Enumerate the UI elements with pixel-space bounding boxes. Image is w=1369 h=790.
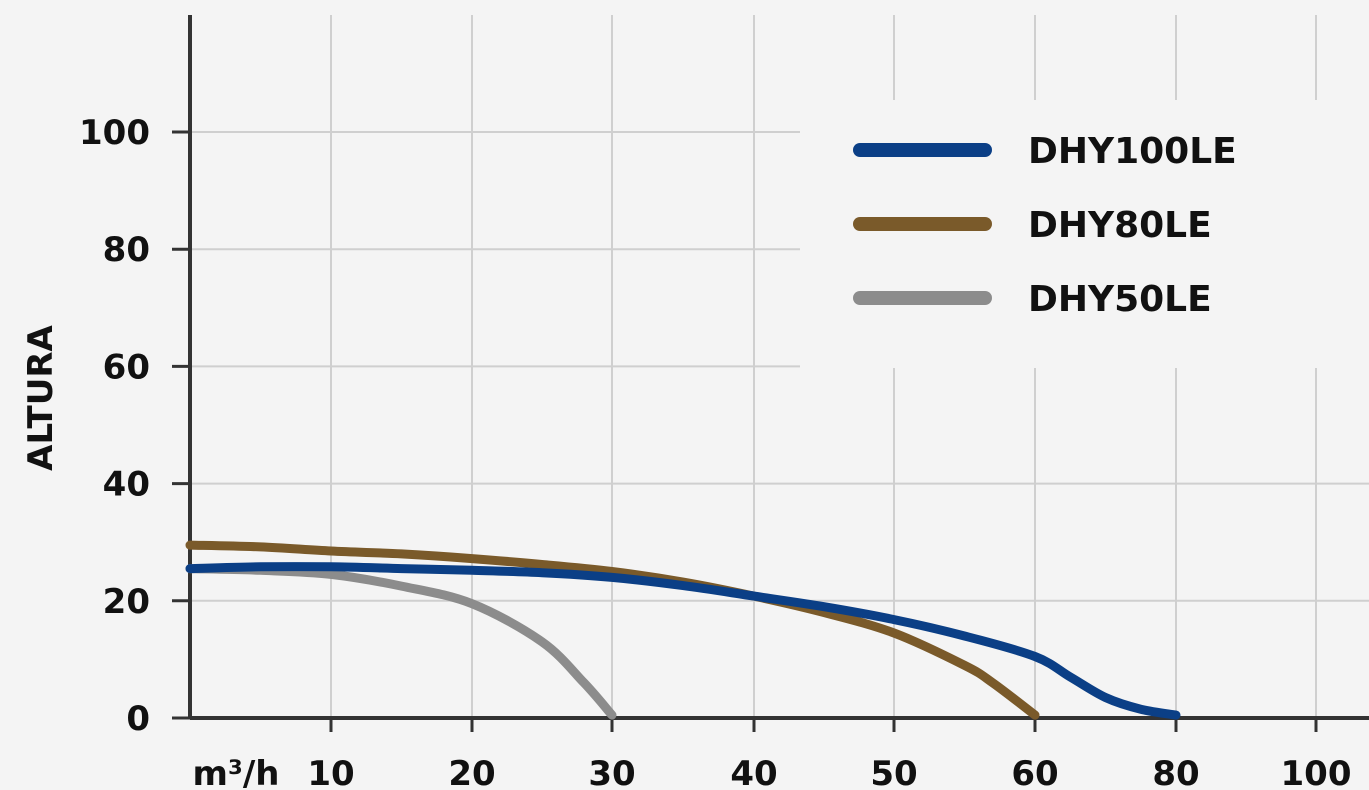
axes: 10 20 30 40 50 60 80 100 0 20 40 60 80 100 ALTURA m³/h bbox=[21, 15, 1369, 790]
y-tick-label: 60 bbox=[103, 347, 150, 387]
x-tick-label: 60 bbox=[1011, 754, 1058, 790]
series-lines bbox=[185, 540, 1181, 720]
x-tick-label: 80 bbox=[1152, 754, 1199, 790]
x-tick-label: 40 bbox=[730, 754, 777, 790]
x-tick-label: 100 bbox=[1281, 754, 1352, 790]
x-axis-unit-label: m³/h bbox=[193, 754, 280, 790]
x-tick-label: 20 bbox=[448, 754, 495, 790]
legend-label-dhy80le: DHY80LE bbox=[1028, 205, 1212, 246]
y-tick-label: 20 bbox=[103, 582, 150, 622]
x-tick-label: 10 bbox=[307, 754, 354, 790]
y-tick-label: 100 bbox=[79, 113, 150, 153]
x-tick-label: 30 bbox=[588, 754, 635, 790]
series-line-dhy80le bbox=[185, 540, 1040, 720]
legend-label-dhy100le: DHY100LE bbox=[1028, 131, 1237, 172]
series-line-dhy50le bbox=[185, 564, 617, 720]
legend-label-dhy50le: DHY50LE bbox=[1028, 279, 1212, 320]
x-tick-label: 50 bbox=[870, 754, 917, 790]
legend: DHY100LE DHY80LE DHY50LE bbox=[800, 100, 1369, 368]
y-tick-label: 40 bbox=[103, 465, 150, 505]
series-line-dhy100le bbox=[185, 562, 1181, 720]
y-axis-title: ALTURA bbox=[21, 324, 61, 470]
y-tick-label: 0 bbox=[126, 699, 150, 739]
y-tick-label: 80 bbox=[103, 230, 150, 270]
